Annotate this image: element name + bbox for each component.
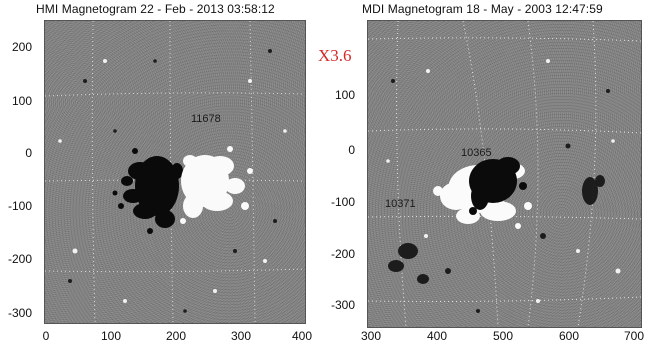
hmi-magnetogram-image: 11678: [44, 20, 306, 324]
mdi-magnetogram-graphic: [368, 21, 641, 327]
flare-class-label: X3.6: [318, 46, 352, 65]
right-y-tick: -200: [330, 247, 355, 261]
left-panel-title: HMI Magnetogram 22 - Feb - 2013 03:58:12: [36, 2, 275, 16]
left-x-tick: 300: [230, 329, 252, 343]
left-y-tick: 100: [11, 94, 32, 108]
left-x-tick: 400: [291, 329, 313, 343]
right-panel-title: MDI Magnetogram 18 - May - 2003 12:47:59: [362, 2, 603, 16]
left-x-tick: 100: [100, 329, 122, 343]
right-x-tick: 500: [492, 329, 514, 343]
left-y-tick: -200: [7, 252, 32, 266]
right-y-tick: -100: [330, 195, 355, 209]
hmi-magnetogram-graphic: [45, 21, 305, 323]
left-x-tick: 200: [165, 329, 187, 343]
left-y-tick: -100: [7, 199, 32, 213]
mdi-magnetogram-image: 10365 10371: [367, 20, 642, 328]
right-y-tick: 100: [334, 88, 355, 102]
left-y-tick: 0: [25, 146, 32, 160]
right-x-tick: 600: [558, 329, 580, 343]
left-y-tick: -300: [7, 306, 32, 320]
right-x-tick: 300: [360, 329, 382, 343]
right-x-tick: 400: [426, 329, 448, 343]
left-region-label: 11678: [191, 113, 221, 125]
right-y-tick: 0: [348, 143, 355, 157]
right-y-tick: -300: [330, 298, 355, 312]
left-y-tick: 200: [11, 40, 32, 54]
left-x-tick: 0: [42, 329, 50, 343]
right-region-label-main: 10365: [461, 147, 492, 159]
right-region-label-secondary: 10371: [385, 198, 416, 210]
right-x-tick: 700: [623, 329, 645, 343]
